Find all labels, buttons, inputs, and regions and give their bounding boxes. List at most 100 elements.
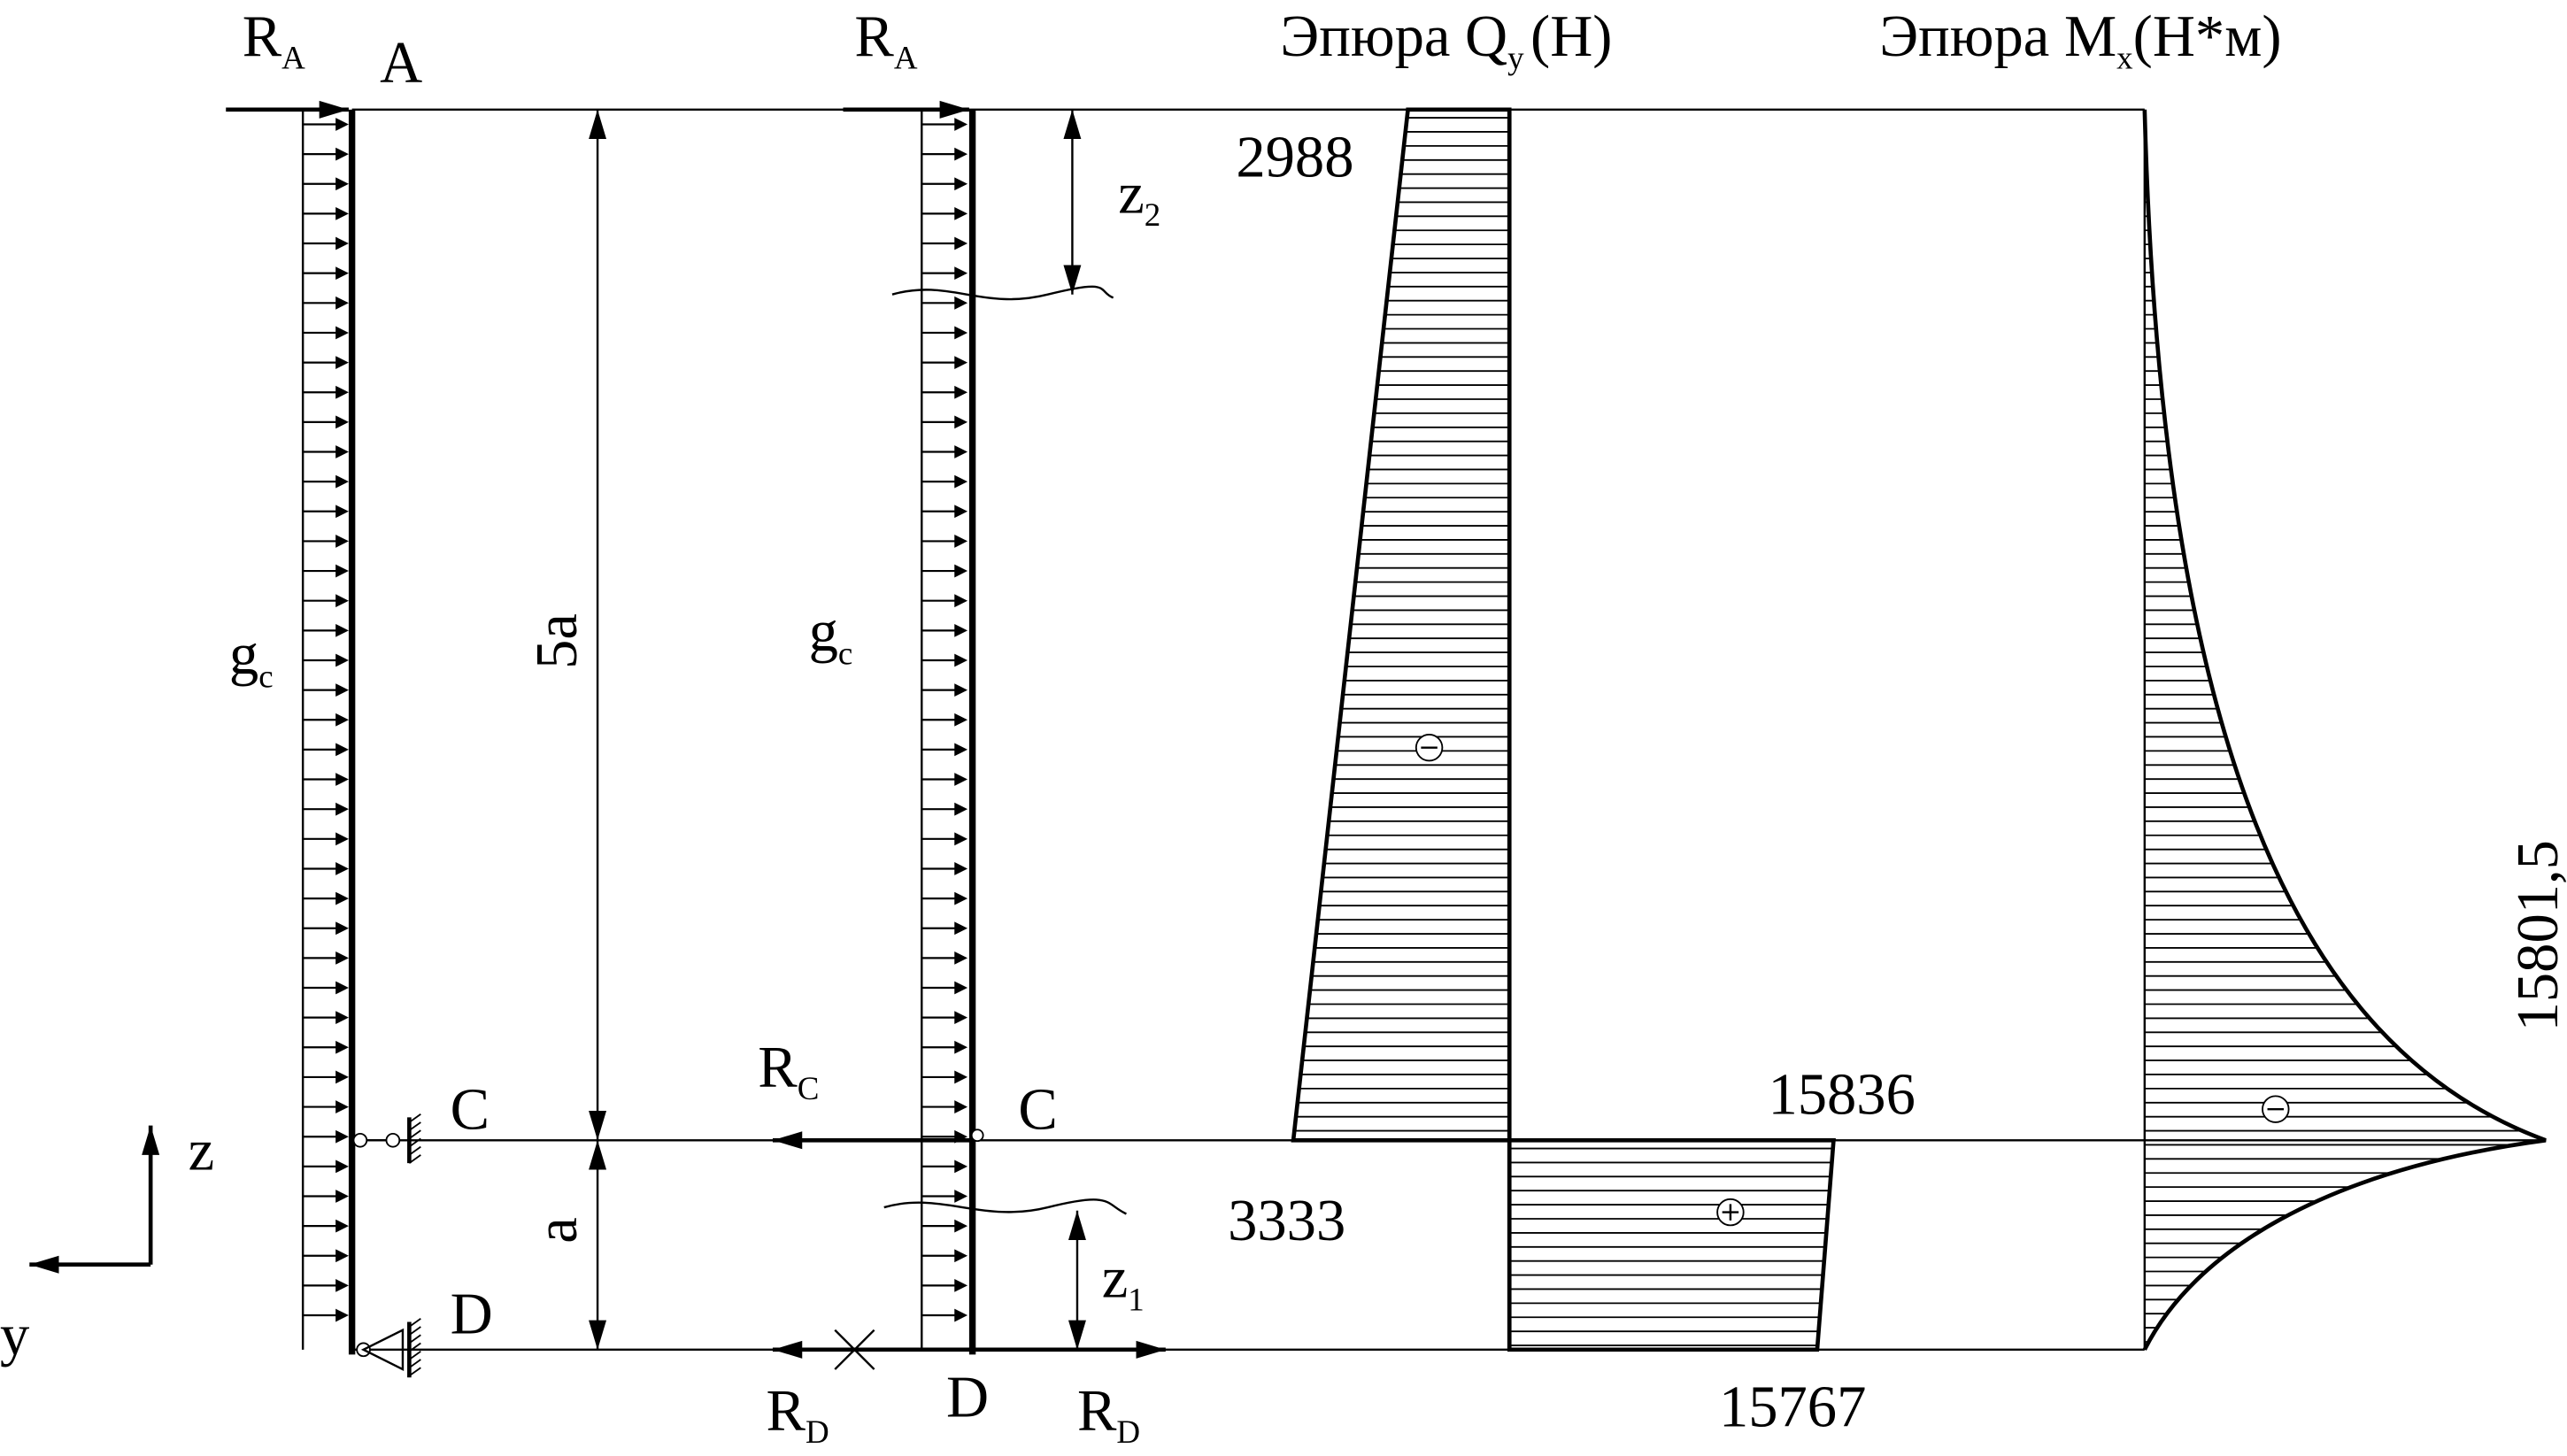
- support-hatch: [408, 1113, 421, 1123]
- label: gc: [809, 600, 853, 672]
- load-arrow-head: [954, 832, 968, 846]
- load-arrow-head: [954, 236, 968, 250]
- load-arrow-head: [335, 356, 349, 369]
- load-arrow-head: [954, 206, 968, 220]
- label-sub: 1: [1128, 1282, 1144, 1318]
- load-arrow-head: [954, 296, 968, 310]
- support-hatch: [408, 1137, 421, 1148]
- support-hatch: [408, 1145, 421, 1156]
- load-arrow-head: [335, 981, 349, 995]
- load-arrow-head: [335, 415, 349, 429]
- label-sub: C: [798, 1070, 820, 1106]
- support-hatch: [408, 1350, 421, 1360]
- hatch-group: [1509, 1147, 1834, 1346]
- load-arrow-head: [335, 832, 349, 846]
- load-arrow-head: [954, 802, 968, 816]
- load-arrow-head: [335, 802, 349, 816]
- load-arrow-head: [954, 1070, 968, 1084]
- diagram-title: Эпюра Qy (Н): [1280, 4, 1612, 76]
- load-arrow-head: [954, 1040, 968, 1054]
- label-sub: c: [258, 658, 273, 694]
- point-label: C: [451, 1077, 490, 1142]
- load-arrow-head: [954, 505, 968, 519]
- hatching: [1293, 117, 1834, 1346]
- load-arrow-head: [335, 1249, 349, 1263]
- load-arrow-head: [954, 147, 968, 161]
- label: z2: [1118, 161, 1160, 233]
- load-arrow-head: [335, 1219, 349, 1233]
- section-line: [891, 285, 1114, 301]
- label-main: g: [809, 600, 838, 665]
- load-arrow-head: [335, 296, 349, 310]
- point-label: D: [451, 1282, 493, 1346]
- load-arrow-head: [954, 623, 968, 637]
- hinge: [970, 1129, 984, 1143]
- load-arrow-head: [954, 594, 968, 608]
- load-arrow-head: [335, 326, 349, 340]
- label-main: R: [758, 1035, 798, 1099]
- load-arrow-head: [335, 743, 349, 757]
- load-arrow-head: [335, 1279, 349, 1292]
- load-arrow-head: [335, 951, 349, 965]
- load-arrow-head: [335, 891, 349, 905]
- load-arrow-head: [954, 951, 968, 965]
- label: RC: [758, 1035, 819, 1106]
- load-arrow-head: [335, 1040, 349, 1054]
- load-arrow-head: [954, 118, 968, 131]
- hatching: [2144, 117, 2546, 1343]
- support-hatch: [408, 1154, 421, 1164]
- load-arrow-head: [954, 1219, 968, 1233]
- title-unit: (Н): [1530, 4, 1612, 69]
- support-hatch: [408, 1326, 421, 1336]
- load-arrow-head: [335, 564, 349, 578]
- label-sub: 2: [1145, 196, 1160, 233]
- label-main: R: [243, 4, 282, 69]
- load-arrow-head: [335, 1159, 349, 1174]
- label-main: g: [229, 623, 258, 688]
- load-arrow-head: [954, 981, 968, 995]
- load-arrow-head: [335, 206, 349, 220]
- title-main: Эпюра Q: [1280, 4, 1507, 69]
- load-arrow-head: [335, 147, 349, 161]
- load-arrow-head: [954, 1249, 968, 1263]
- load-arrow-head: [954, 356, 968, 369]
- load-arrow-head: [954, 564, 968, 578]
- label: RA: [243, 4, 305, 76]
- load-arrow-head: [335, 683, 349, 697]
- label: RA: [854, 4, 917, 76]
- load-arrow-head: [335, 1011, 349, 1025]
- moment-curve: [2142, 109, 2547, 1351]
- load-arrow-head: [335, 385, 349, 399]
- label: RD: [767, 1378, 829, 1450]
- cross: [834, 1329, 875, 1370]
- load-arrow-head: [954, 891, 968, 905]
- label-sub: D: [1116, 1414, 1140, 1450]
- support-hatch: [408, 1317, 421, 1328]
- load-arrow-head: [335, 862, 349, 875]
- load-arrow-head: [954, 177, 968, 191]
- label-sub: D: [806, 1414, 829, 1450]
- load-arrow-head: [335, 177, 349, 191]
- load-arrow-head: [954, 474, 968, 489]
- load-arrow-head: [954, 535, 968, 548]
- load-arrow-head: [335, 1308, 349, 1322]
- title-main: Эпюра M: [1879, 4, 2116, 69]
- point-label: D: [946, 1366, 989, 1430]
- label-main: R: [854, 4, 894, 69]
- load-arrow-head: [335, 266, 349, 281]
- load-arrow-head: [335, 921, 349, 936]
- load-arrow-head: [335, 474, 349, 489]
- load-arrow-head: [335, 594, 349, 608]
- support-hatch: [408, 1121, 421, 1131]
- load-arrow-head: [335, 623, 349, 637]
- load-arrow-head: [954, 773, 968, 786]
- axis-label: y: [0, 1303, 30, 1367]
- load-arrow-head: [954, 921, 968, 936]
- support-hatch: [408, 1367, 421, 1377]
- support-hatch: [408, 1129, 421, 1140]
- load-arrow-head: [335, 1129, 349, 1144]
- load-arrow-head: [954, 385, 968, 399]
- support-hatch: [408, 1342, 421, 1352]
- hatch-group: [2144, 117, 2546, 1343]
- pin-support: [360, 1328, 405, 1371]
